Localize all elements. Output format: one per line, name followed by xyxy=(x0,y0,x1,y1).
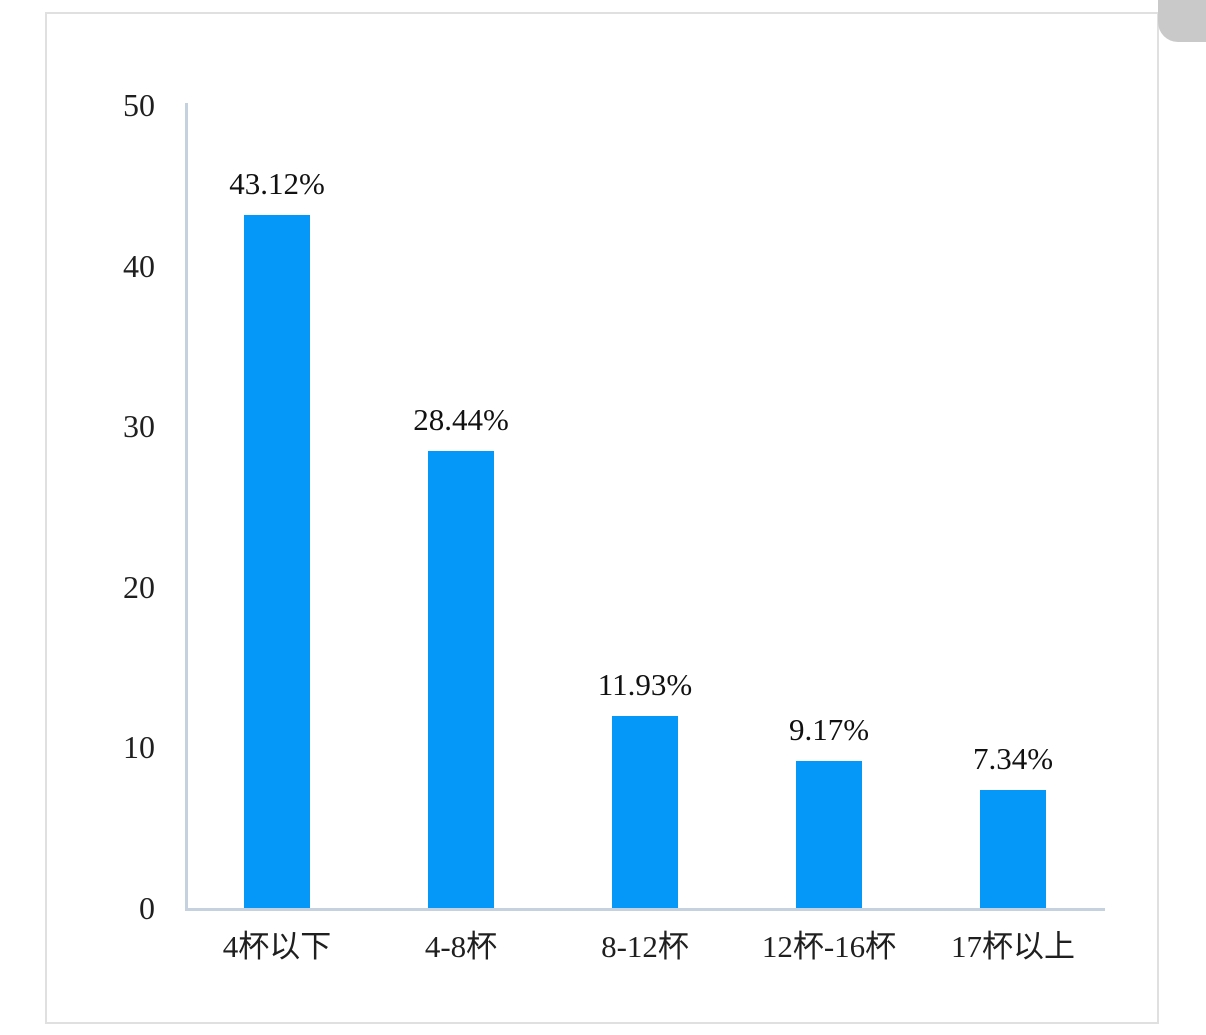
bar xyxy=(428,451,494,908)
y-axis-tick-label: 50 xyxy=(123,87,155,123)
bar xyxy=(796,760,862,908)
bar xyxy=(612,716,678,908)
bar-value-label: 11.93% xyxy=(597,667,693,703)
bar-value-label: 28.44% xyxy=(413,402,509,438)
bar xyxy=(244,215,310,908)
bar-value-label: 9.17% xyxy=(788,711,870,747)
bar xyxy=(980,790,1046,908)
y-axis-tick-label: 0 xyxy=(139,890,155,926)
y-axis-tick-label: 10 xyxy=(123,729,155,766)
scrollbar-thumb[interactable] xyxy=(1158,0,1206,42)
x-axis-tick-label: 8-12杯 xyxy=(601,929,689,964)
x-axis-tick-label: 17杯以上 xyxy=(951,929,1075,964)
x-axis-tick-label: 4杯以下 xyxy=(222,929,332,964)
x-axis-tick-label: 4-8杯 xyxy=(424,929,498,964)
y-axis-tick-label: 40 xyxy=(123,247,155,284)
y-axis-tick-label: 30 xyxy=(123,408,155,445)
bar-value-label: 43.12% xyxy=(229,166,325,202)
bar-value-label: 7.34% xyxy=(972,741,1054,777)
y-axis-line xyxy=(185,103,188,908)
x-axis-line xyxy=(185,908,1105,911)
x-axis-tick-label: 12杯-16杯 xyxy=(761,929,897,964)
document-page xyxy=(45,12,1159,1024)
y-axis-tick-label: 20 xyxy=(123,568,155,605)
